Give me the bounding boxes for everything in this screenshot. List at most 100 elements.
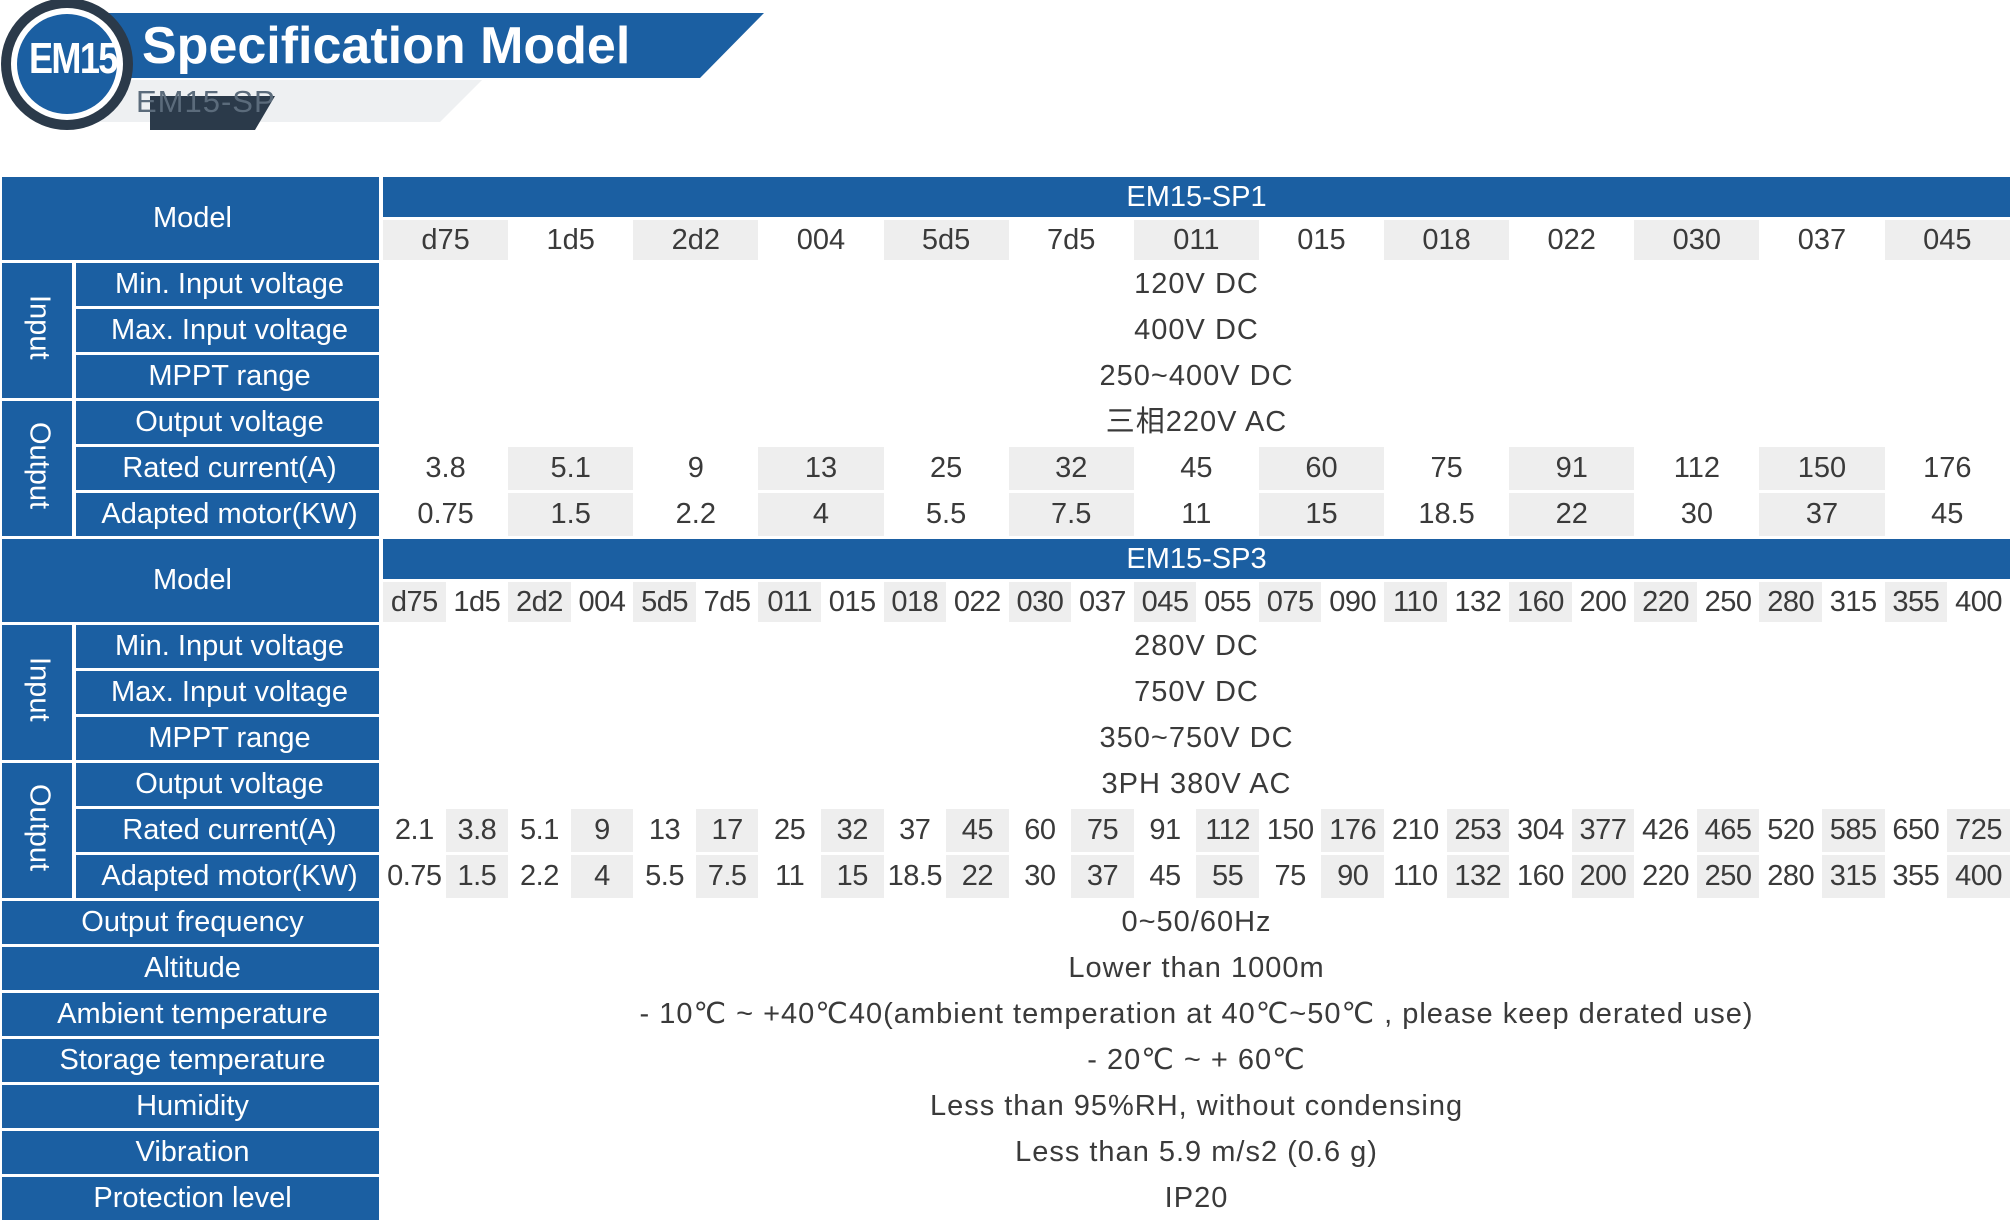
sp3-model-code: 355	[1884, 582, 1948, 622]
sp3-adapted-motor-cell: 11	[758, 855, 821, 898]
sp3-adapted-motor-cell: 45	[1133, 855, 1197, 898]
sp3-model-code: 5d5	[633, 582, 696, 622]
sp1-output-voltage-row: Output Output voltage 三相220V AC	[2, 401, 2010, 536]
sp3-rated-current-cell: 520	[1759, 809, 1822, 852]
sp3-adapted-motor-cell: 37	[1071, 855, 1134, 898]
sp1-output-group-text: Output	[23, 421, 56, 510]
sp3-model-code: 037	[1071, 582, 1134, 622]
sp1-min-input-voltage-label: Min. Input voltage	[76, 263, 384, 306]
spec-table-wrapper: Model EM15-SP1 d75 1d5 2d2 004 5d5 7d5 011 015 018…	[2, 174, 2010, 1223]
sp3-rated-current-cell: 650	[1884, 809, 1948, 852]
sp3-model-code: 030	[1008, 582, 1072, 622]
sp3-rated-current-cell: 465	[1696, 809, 1760, 852]
sp3-output-voltage-row: Output Output voltage 3PH 380V AC	[2, 763, 2010, 898]
sp3-adapted-motor-cell: 315	[1821, 855, 1885, 898]
sp1-input-group-label: Input	[2, 263, 76, 398]
common-row-label: Vibration	[2, 1131, 384, 1174]
common-row-value: - 10℃ ~ +40℃40(ambient temperation at 40…	[383, 993, 2010, 1036]
sp3-adapted-motor-cell: 280	[1759, 855, 1822, 898]
sp3-model-code: 022	[946, 582, 1009, 622]
sp1-adapted-motor-cell: 4	[758, 493, 884, 536]
sp3-model-code: 015	[820, 582, 884, 622]
sp1-rated-current-cell: 45	[1133, 447, 1259, 490]
sp1-adapted-motor-row: Adapted motor(KW) 0.75 1.5 2.2 4 5.5 7.5 11 15 18…	[2, 493, 2010, 536]
sp3-min-input-voltage-label: Min. Input voltage	[76, 625, 384, 668]
sp3-rated-current-cell: 585	[1821, 809, 1885, 852]
sp3-model-code: 400	[1947, 582, 2010, 622]
sp3-rated-current-cell: 91	[1133, 809, 1197, 852]
sp3-rated-current-cell: 112	[1196, 809, 1259, 852]
sp1-max-input-voltage-value: 400V DC	[383, 309, 2010, 352]
sp1-mppt-range-label: MPPT range	[76, 355, 384, 398]
sp3-rated-current-cell: 2.1	[383, 809, 446, 852]
sp3-input-group-label: Input	[2, 625, 76, 760]
sp3-model-code: 055	[1196, 582, 1259, 622]
sp1-model-code: 022	[1509, 220, 1635, 260]
sp3-model-code: 2d2	[508, 582, 571, 622]
sp1-rated-current-cell: 112	[1634, 447, 1760, 490]
sp1-adapted-motor-cell: 2.2	[633, 493, 759, 536]
sp3-rated-current-cell: 725	[1947, 809, 2010, 852]
sp1-rated-current-cell: 176	[1884, 447, 2010, 490]
sp3-rated-current-cell: 210	[1384, 809, 1447, 852]
sp3-adapted-motor-cell: 220	[1634, 855, 1697, 898]
sp3-model-code: 220	[1634, 582, 1697, 622]
sp3-rated-current-cell: 176	[1321, 809, 1385, 852]
sp3-mppt-range-row: MPPT range 350~750V DC	[2, 717, 2010, 760]
common-row-value: - 20℃ ~ + 60℃	[383, 1039, 2010, 1082]
sp3-model-code: 075	[1258, 582, 1322, 622]
sp1-adapted-motor-cell: 15	[1258, 493, 1385, 536]
sp3-codes-row: d75 1d5 2d2 004 5d5 7d5 011 015 018 022 030 037 045 0…	[2, 582, 2010, 622]
sp3-model-code: 160	[1509, 582, 1572, 622]
sp3-output-voltage-label: Output voltage	[76, 763, 384, 806]
sp1-adapted-motor-cell: 18.5	[1384, 493, 1510, 536]
sp3-adapted-motor-cell: 18.5	[883, 855, 947, 898]
sp1-output-voltage-value: 三相220V AC	[383, 401, 2010, 444]
sp3-model-code: 110	[1384, 582, 1447, 622]
common-row-value: Less than 5.9 m/s2 (0.6 g)	[383, 1131, 2010, 1174]
sp3-rated-current-cell: 5.1	[508, 809, 571, 852]
sp3-rated-current-cell: 25	[758, 809, 821, 852]
sp1-rated-current-cell: 13	[758, 447, 884, 490]
sp3-min-input-voltage-value: 280V DC	[383, 625, 2010, 668]
common-row: Vibration Less than 5.9 m/s2 (0.6 g)	[2, 1131, 2010, 1174]
common-row: Ambient temperature - 10℃ ~ +40℃40(ambien…	[2, 993, 2010, 1036]
sp3-rated-current-cell: 150	[1258, 809, 1322, 852]
sp1-mppt-range-row: MPPT range 250~400V DC	[2, 355, 2010, 398]
sp1-mppt-range-value: 250~400V DC	[383, 355, 2010, 398]
sp3-model-code: 011	[758, 582, 821, 622]
sp3-adapted-motor-cell: 1.5	[445, 855, 509, 898]
common-row-label: Storage temperature	[2, 1039, 384, 1082]
common-row-label: Humidity	[2, 1085, 384, 1128]
sp1-adapted-motor-cell: 7.5	[1008, 493, 1134, 536]
sp3-rated-current-cell: 75	[1071, 809, 1134, 852]
sp1-rated-current-cell: 150	[1759, 447, 1885, 490]
sp1-rated-current-label: Rated current(A)	[76, 447, 384, 490]
sp3-rated-current-cell: 32	[820, 809, 884, 852]
sp1-rated-current-cell: 32	[1008, 447, 1134, 490]
sp3-model-code: 090	[1321, 582, 1385, 622]
sp3-rated-current-cell: 60	[1008, 809, 1072, 852]
sp3-rated-current-row: Rated current(A) 2.1 3.8 5.1 9 13 17 25 32 37 45 60…	[2, 809, 2010, 852]
sp3-adapted-motor-cell: 110	[1384, 855, 1447, 898]
sp1-min-input-voltage-row: Input Min. Input voltage 120V DC	[2, 263, 2010, 398]
sp1-model-code: 037	[1759, 220, 1885, 260]
sp1-model-code: d75	[383, 220, 509, 260]
sp1-min-input-voltage-value: 120V DC	[383, 263, 2010, 306]
sp1-series-row: Model EM15-SP1	[2, 177, 2010, 260]
sp3-input-group-text: Input	[23, 657, 56, 722]
common-row: Humidity Less than 95%RH, without condens…	[2, 1085, 2010, 1128]
sp3-adapted-motor-cell: 55	[1196, 855, 1259, 898]
sp1-codes-row: d75 1d5 2d2 004 5d5 7d5 011 015 018 022 030 037 045	[2, 220, 2010, 260]
sp1-output-voltage-label: Output voltage	[76, 401, 384, 444]
sp3-adapted-motor-cell: 250	[1696, 855, 1760, 898]
sp1-model-code: 018	[1384, 220, 1510, 260]
sp1-rated-current-cell: 91	[1509, 447, 1635, 490]
sp3-rated-current-cell: 13	[633, 809, 696, 852]
sp1-rated-current-cell: 3.8	[383, 447, 509, 490]
sp1-model-code: 1d5	[508, 220, 634, 260]
sp1-adapted-motor-cell: 22	[1509, 493, 1635, 536]
sp1-model-code: 045	[1884, 220, 2010, 260]
sp1-model-label: Model	[2, 177, 384, 260]
sp3-adapted-motor-cell: 7.5	[695, 855, 759, 898]
